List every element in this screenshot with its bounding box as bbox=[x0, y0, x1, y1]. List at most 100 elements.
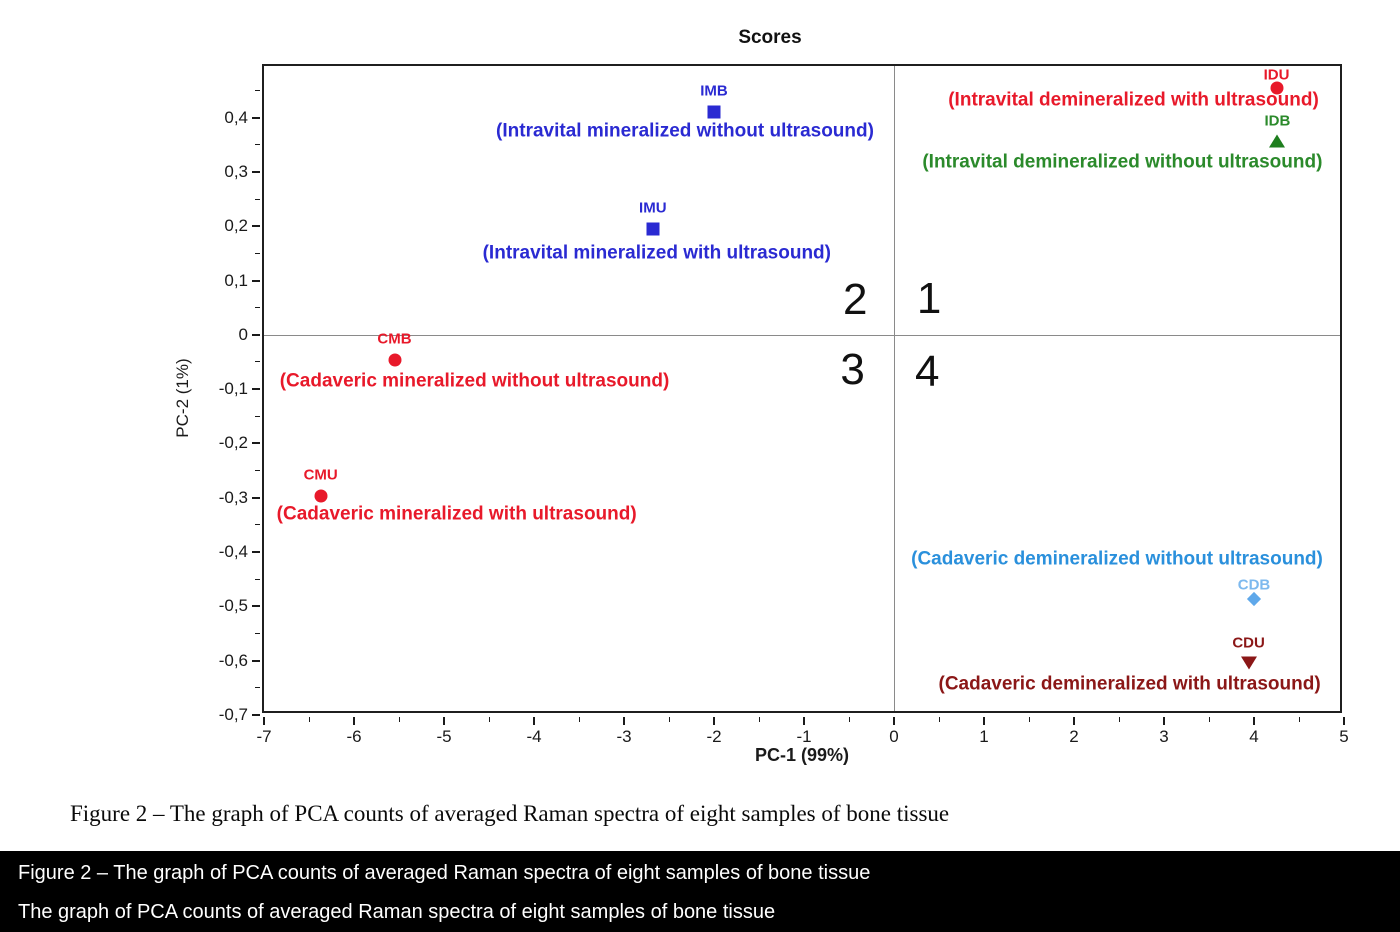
point-marker-imu bbox=[646, 222, 660, 236]
y-tick-label: -0,6 bbox=[218, 650, 248, 670]
quadrant-label-3: 3 bbox=[840, 344, 865, 394]
y-tick-label: -0,5 bbox=[218, 596, 248, 616]
quadrant-label-1: 1 bbox=[916, 273, 942, 323]
x-tick-label: 1 bbox=[979, 727, 989, 746]
y-tick-label: -0,2 bbox=[218, 433, 248, 453]
y-minor-tick bbox=[255, 198, 260, 200]
y-minor-tick bbox=[255, 578, 260, 580]
chart-area: 1 2 3 4 IMB (Intravital mineralized without u… bbox=[173, 64, 1349, 765]
y-tick-label: 0,1 bbox=[224, 270, 248, 290]
x-axis-label: PC-1 (99%) bbox=[754, 745, 850, 765]
point-label-cmu: (Cadaveric mineralized with ultrasound) bbox=[276, 503, 637, 525]
x-major-tick bbox=[893, 717, 895, 725]
quadrant-label-4: 4 bbox=[915, 346, 940, 396]
x-minor-tick bbox=[1298, 717, 1300, 722]
y-tick-label: 0,2 bbox=[224, 216, 248, 236]
x-major-tick bbox=[713, 717, 715, 725]
point-label-imb: (Intravital mineralized without ultrasou… bbox=[496, 120, 874, 142]
zero-line-horizontal bbox=[264, 334, 1340, 336]
x-major-tick bbox=[983, 717, 985, 725]
x-tick-label: 5 bbox=[1339, 727, 1349, 746]
y-minor-tick bbox=[255, 144, 260, 146]
y-minor-tick bbox=[255, 89, 260, 91]
point-id-cdb: CDB bbox=[1237, 576, 1271, 594]
y-major-tick bbox=[252, 333, 260, 336]
point-marker-idu bbox=[1270, 81, 1283, 95]
point-id-imu: IMU bbox=[639, 199, 667, 217]
caption-overlay-bar: Figure 2 – The graph of PCA counts of av… bbox=[0, 851, 1400, 932]
point-label-idb: (Intravital demineralized without ultras… bbox=[922, 151, 1323, 173]
y-major-tick bbox=[252, 279, 260, 282]
point-id-imb: IMB bbox=[700, 82, 728, 100]
y-tick-label: -0,1 bbox=[218, 379, 248, 399]
y-tick-label: 0 bbox=[238, 324, 248, 344]
x-major-tick bbox=[1253, 717, 1255, 725]
y-major-tick bbox=[252, 605, 260, 608]
x-tick-label: 0 bbox=[889, 727, 899, 746]
y-axis-label: PC-2 (1%) bbox=[173, 358, 192, 438]
x-minor-tick bbox=[1028, 717, 1030, 722]
point-marker-cdb bbox=[1246, 591, 1262, 606]
y-minor-tick bbox=[255, 687, 260, 689]
x-major-tick bbox=[533, 717, 535, 725]
x-tick-label: 3 bbox=[1159, 727, 1169, 746]
y-minor-tick bbox=[255, 361, 260, 363]
y-minor-tick bbox=[255, 470, 260, 472]
y-tick-label: 0,4 bbox=[224, 107, 248, 127]
x-major-tick bbox=[623, 717, 625, 725]
overlay-caption-line1: Figure 2 – The graph of PCA counts of av… bbox=[18, 862, 871, 884]
y-tick-label: -0,7 bbox=[218, 705, 248, 724]
point-id-idb: IDB bbox=[1264, 112, 1291, 130]
quadrant-label-2: 2 bbox=[843, 275, 868, 325]
y-major-tick bbox=[252, 116, 260, 119]
x-major-tick bbox=[353, 717, 355, 725]
x-minor-tick bbox=[938, 717, 940, 722]
y-minor-tick bbox=[255, 633, 260, 635]
x-tick-label: -3 bbox=[616, 727, 632, 746]
x-minor-tick bbox=[308, 717, 310, 722]
y-minor-tick bbox=[255, 252, 260, 254]
point-label-cdb: (Cadaveric demineralized without ultraso… bbox=[911, 548, 1323, 570]
point-label-idu: (Intravital demineralized with ultrasoun… bbox=[948, 89, 1319, 111]
y-minor-tick bbox=[255, 524, 260, 526]
point-id-idu: IDU bbox=[1263, 66, 1290, 84]
x-minor-tick bbox=[1208, 717, 1210, 722]
figure-caption: Figure 2 – The graph of PCA counts of av… bbox=[70, 801, 950, 826]
y-major-tick bbox=[252, 659, 260, 662]
x-major-tick bbox=[1163, 717, 1165, 725]
point-label-cdu: (Cadaveric demineralized with ultrasound… bbox=[938, 673, 1321, 695]
x-tick-label: -5 bbox=[436, 727, 452, 746]
x-major-tick bbox=[803, 717, 805, 725]
y-minor-tick bbox=[255, 415, 260, 417]
x-tick-label: -2 bbox=[706, 727, 722, 746]
x-minor-tick bbox=[1118, 717, 1120, 722]
x-tick-label: -1 bbox=[796, 727, 812, 746]
y-major-tick bbox=[252, 225, 260, 228]
x-minor-tick bbox=[488, 717, 490, 722]
chart-title: Scores bbox=[738, 27, 802, 48]
overlay-caption-line2: The graph of PCA counts of averaged Rama… bbox=[18, 901, 776, 923]
x-tick-label: -6 bbox=[346, 727, 362, 746]
point-marker-idb bbox=[1269, 134, 1286, 148]
x-tick-label: -4 bbox=[526, 727, 542, 746]
y-major-tick bbox=[252, 442, 260, 445]
x-tick-label: 2 bbox=[1069, 727, 1079, 746]
y-major-tick bbox=[252, 170, 260, 173]
point-marker-imb bbox=[707, 105, 721, 119]
x-minor-tick bbox=[398, 717, 400, 722]
y-tick-label: -0,4 bbox=[218, 542, 248, 562]
point-marker-cdu bbox=[1240, 656, 1257, 670]
x-tick-label: 4 bbox=[1249, 727, 1259, 746]
x-minor-tick bbox=[668, 717, 670, 722]
x-major-tick bbox=[1073, 717, 1075, 725]
plot-area: 1 2 3 4 IMB (Intravital mineralized without u… bbox=[262, 64, 1342, 713]
y-major-tick bbox=[252, 388, 260, 391]
x-minor-tick bbox=[578, 717, 580, 722]
x-major-tick bbox=[443, 717, 445, 725]
point-id-cmb: CMB bbox=[377, 330, 412, 348]
point-marker-cmu bbox=[314, 489, 328, 503]
point-label-cmb: (Cadaveric mineralized without ultrasoun… bbox=[279, 370, 670, 392]
y-major-tick bbox=[252, 496, 260, 499]
y-minor-tick bbox=[255, 307, 260, 309]
